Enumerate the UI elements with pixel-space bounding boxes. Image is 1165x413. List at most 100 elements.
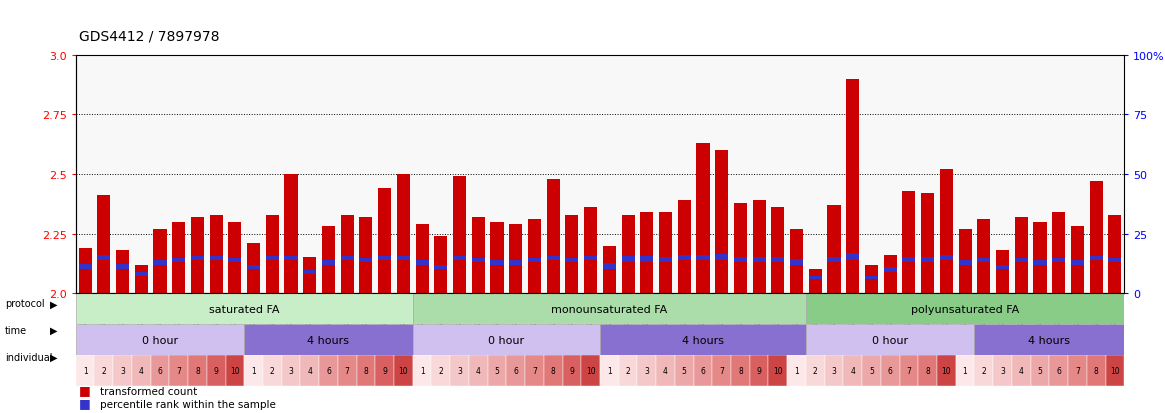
- Text: 1: 1: [962, 366, 967, 375]
- Bar: [507, 355, 525, 386]
- Text: 8: 8: [737, 366, 743, 375]
- Bar: [862, 355, 881, 386]
- Text: 3: 3: [457, 366, 463, 375]
- Bar: [435, 236, 447, 294]
- Bar: [827, 257, 841, 263]
- Bar: [375, 355, 394, 386]
- Bar: [172, 222, 185, 294]
- Text: 3: 3: [832, 366, 836, 375]
- Text: monounsaturated FA: monounsaturated FA: [551, 304, 668, 314]
- Text: 8: 8: [925, 366, 930, 375]
- Bar: [937, 355, 955, 386]
- Text: 10: 10: [941, 366, 951, 375]
- Bar: [881, 355, 899, 386]
- Bar: [715, 151, 728, 294]
- Bar: [641, 213, 654, 294]
- Bar: [922, 257, 934, 263]
- Text: 0 hour: 0 hour: [873, 335, 909, 345]
- Bar: [846, 80, 860, 294]
- Bar: [245, 355, 263, 386]
- Bar: [1012, 355, 1031, 386]
- Bar: [974, 324, 1124, 355]
- Bar: [563, 355, 581, 386]
- Bar: [659, 213, 672, 294]
- Text: 4 hours: 4 hours: [308, 335, 350, 345]
- Bar: [1033, 222, 1046, 294]
- Text: 8: 8: [363, 366, 368, 375]
- Text: ■: ■: [79, 384, 91, 396]
- Bar: [525, 355, 544, 386]
- Bar: [116, 264, 129, 270]
- Text: 6: 6: [700, 366, 705, 375]
- Bar: [619, 355, 637, 386]
- Bar: [435, 266, 447, 270]
- Bar: [490, 261, 503, 265]
- Text: 9: 9: [213, 366, 219, 375]
- Bar: [228, 258, 241, 263]
- Bar: [416, 261, 429, 265]
- Bar: [584, 208, 598, 294]
- Bar: [1031, 355, 1050, 386]
- Bar: [379, 256, 391, 260]
- Text: 4: 4: [308, 366, 312, 375]
- Bar: [641, 256, 654, 263]
- Bar: [1089, 256, 1103, 260]
- Bar: [431, 355, 450, 386]
- Bar: [1033, 261, 1046, 265]
- Text: polyunsaturated FA: polyunsaturated FA: [911, 304, 1019, 314]
- Bar: [245, 324, 412, 355]
- Text: 4: 4: [850, 366, 855, 375]
- Text: 1: 1: [795, 366, 799, 375]
- Text: 6: 6: [157, 366, 162, 375]
- Text: 6: 6: [514, 366, 518, 375]
- Bar: [790, 260, 803, 265]
- Bar: [864, 277, 878, 279]
- Bar: [712, 355, 732, 386]
- Text: 10: 10: [398, 366, 408, 375]
- Text: 4 hours: 4 hours: [682, 335, 723, 345]
- Text: 9: 9: [570, 366, 574, 375]
- Bar: [76, 324, 245, 355]
- Bar: [490, 222, 503, 294]
- Bar: [412, 294, 806, 324]
- Text: 1: 1: [83, 366, 87, 375]
- Bar: [977, 220, 990, 294]
- Bar: [637, 355, 656, 386]
- Text: 4: 4: [475, 366, 481, 375]
- Bar: [678, 255, 691, 260]
- Text: 2: 2: [981, 366, 987, 375]
- Bar: [356, 355, 375, 386]
- Bar: [78, 248, 92, 294]
- Bar: [750, 355, 769, 386]
- Text: 6: 6: [326, 366, 331, 375]
- Bar: [940, 255, 953, 260]
- Text: individual: individual: [5, 352, 52, 362]
- Bar: [488, 355, 507, 386]
- Bar: [544, 355, 563, 386]
- Bar: [528, 220, 541, 294]
- Bar: [565, 258, 579, 263]
- Bar: [154, 261, 167, 265]
- Text: ▶: ▶: [50, 325, 57, 335]
- Bar: [940, 170, 953, 294]
- Bar: [602, 246, 616, 294]
- Text: 3: 3: [120, 366, 125, 375]
- Bar: [1087, 355, 1106, 386]
- Bar: [621, 215, 635, 294]
- Bar: [397, 256, 410, 260]
- Text: 2: 2: [626, 366, 630, 375]
- Bar: [1052, 258, 1065, 263]
- Bar: [883, 255, 897, 294]
- Text: 5: 5: [1038, 366, 1043, 375]
- Bar: [996, 251, 1009, 294]
- Text: ▶: ▶: [50, 352, 57, 362]
- Bar: [416, 225, 429, 294]
- Bar: [509, 261, 522, 265]
- Bar: [340, 256, 354, 260]
- Bar: [116, 251, 129, 294]
- Bar: [1068, 355, 1087, 386]
- Bar: [899, 355, 918, 386]
- Bar: [188, 355, 207, 386]
- Bar: [468, 355, 488, 386]
- Bar: [734, 203, 747, 294]
